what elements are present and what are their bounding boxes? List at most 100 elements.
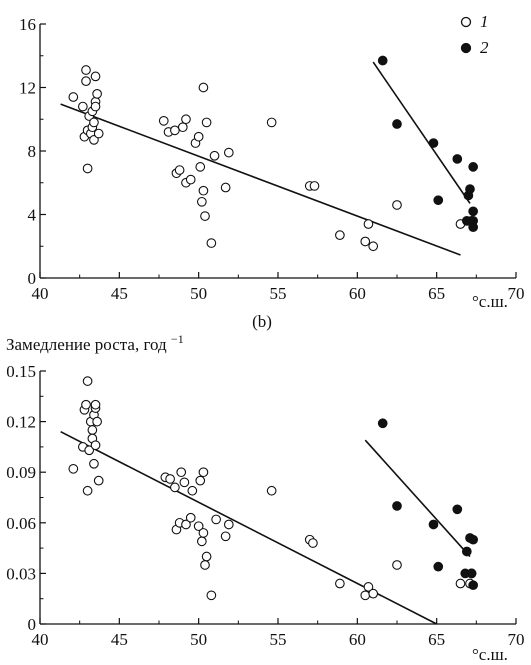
x-tick-label: 45 (111, 630, 128, 649)
x-tick-label: 50 (190, 630, 207, 649)
data-point-open (92, 88, 102, 99)
data-point-filled (428, 138, 439, 148)
data-point-open (165, 474, 175, 484)
panel-label-b: (b) (252, 312, 272, 331)
bottom-y-axis-label-text: Замедление роста, год (6, 335, 167, 354)
y-tick-label: 4 (28, 206, 37, 225)
x-tick-label: 50 (190, 284, 207, 303)
y-tick-label: 0.03 (6, 564, 36, 583)
data-point-open (363, 219, 374, 229)
data-point-filled (461, 546, 472, 557)
data-point-open (198, 185, 209, 196)
data-point-filled (377, 55, 388, 66)
data-point-filled (452, 504, 463, 515)
data-point-open (198, 82, 209, 93)
data-point-open (195, 475, 206, 486)
data-point-open (185, 174, 196, 185)
data-point-open (90, 71, 101, 82)
top-legend: 1 2 (460, 12, 489, 57)
top-trend-lines (60, 61, 471, 256)
data-point-open (90, 399, 101, 410)
x-tick-label: 40 (32, 284, 49, 303)
data-point-open (368, 241, 379, 252)
x-tick-label: 60 (349, 630, 366, 649)
data-point-open (68, 463, 79, 474)
bottom-x-unit-label: °с.ш. (472, 645, 508, 664)
data-point-open (93, 475, 104, 486)
data-point-open (360, 590, 371, 601)
y-tick-label: 12 (19, 79, 36, 98)
x-tick-label: 65 (428, 630, 445, 649)
x-tick-label: 55 (270, 284, 287, 303)
top-markers (68, 55, 479, 252)
x-tick-label: 60 (349, 284, 366, 303)
data-point-open (82, 376, 93, 386)
data-point-open (181, 519, 191, 530)
bottom-y-ticks: 0 0.03 0.06 0.09 0.12 0.15 (6, 362, 46, 634)
data-point-open (89, 458, 99, 469)
data-point-open (81, 65, 91, 75)
legend-marker-filled (460, 42, 472, 54)
data-point-open (200, 211, 210, 221)
data-point-open (170, 482, 180, 493)
top-plot-area (39, 24, 516, 279)
data-point-open (308, 538, 318, 548)
y-tick-label: 0.15 (6, 362, 36, 381)
data-point-open (176, 467, 187, 478)
data-point-open (201, 117, 212, 128)
data-point-open (198, 467, 209, 478)
data-point-open (266, 485, 277, 496)
bottom-x-ticks: 40 45 50 55 60 65 70 (32, 618, 525, 649)
data-point-filled (452, 154, 463, 164)
legend-label-2: 2 (480, 38, 489, 57)
x-tick-label: 45 (111, 284, 128, 303)
data-point-open (220, 531, 231, 542)
data-point-open (93, 128, 104, 139)
data-point-open (77, 101, 88, 112)
data-point-open (185, 512, 196, 523)
data-point-open (174, 165, 185, 175)
x-tick-label: 40 (32, 630, 49, 649)
data-point-open (84, 445, 95, 456)
data-point-filled (466, 568, 477, 579)
y-tick-label: 0.12 (6, 413, 36, 432)
bottom-markers (68, 376, 479, 601)
data-point-filled (465, 184, 475, 194)
data-point-open (195, 162, 206, 172)
data-point-filled (468, 206, 479, 217)
y-tick-label: 0 (28, 615, 37, 634)
data-point-open (193, 131, 204, 142)
bottom-y-axis-label: Замедление роста, год −1 (6, 332, 184, 354)
data-point-open (179, 477, 190, 488)
x-tick-label: 70 (508, 630, 525, 649)
trend-line-series-1 (60, 103, 461, 256)
bottom-plot-area (39, 371, 516, 625)
data-point-open (170, 125, 180, 136)
data-point-open (206, 238, 217, 248)
data-point-filled (377, 418, 388, 429)
data-point-open (368, 588, 379, 599)
data-point-open (87, 425, 98, 435)
data-point-open (455, 578, 466, 589)
data-point-open (193, 521, 204, 532)
data-point-open (198, 528, 209, 538)
data-point-open (90, 440, 101, 451)
data-point-open (89, 117, 99, 128)
data-point-filled (468, 222, 479, 233)
trend-line-series-1 (60, 431, 438, 625)
y-tick-label: 16 (19, 15, 36, 34)
data-point-open (335, 230, 345, 240)
top-x-unit-label: °с.ш. (472, 292, 508, 311)
data-point-open (266, 117, 277, 128)
data-point-open (223, 147, 234, 158)
bottom-chart: (b) Замедление роста, год −1 40 45 50 55 60 6… (6, 312, 525, 664)
data-point-open (82, 485, 93, 496)
data-point-open (209, 150, 220, 161)
data-point-filled (433, 561, 444, 572)
data-point-open (82, 163, 93, 174)
data-point-open (206, 590, 217, 601)
data-point-filled (392, 501, 402, 511)
x-tick-label: 70 (508, 284, 525, 303)
